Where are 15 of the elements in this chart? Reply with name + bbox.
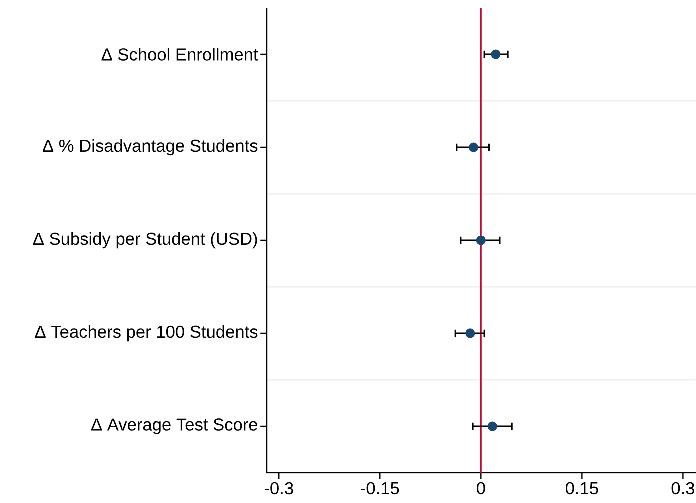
- x-tick-label: -0.15: [361, 482, 400, 495]
- point: [468, 142, 479, 152]
- y-tick-label: Δ Subsidy per Student (USD): [33, 232, 258, 249]
- y-tick-label: Δ % Disadvantage Students: [43, 139, 258, 156]
- point: [488, 422, 498, 432]
- x-tick-label: -0.3: [264, 482, 294, 495]
- y-tick-label: Δ Average Test Score: [92, 418, 258, 434]
- point: [466, 328, 476, 338]
- y-tick-label: Δ School Enrollment: [102, 48, 258, 61]
- point: [491, 50, 501, 60]
- x-tick-label: 0: [477, 482, 486, 495]
- point: [476, 236, 486, 246]
- x-tick-label: 0.15: [566, 482, 598, 495]
- x-tick-label: 0.3: [672, 482, 694, 495]
- y-tick-label: Δ Teachers per 100 Students: [35, 325, 258, 342]
